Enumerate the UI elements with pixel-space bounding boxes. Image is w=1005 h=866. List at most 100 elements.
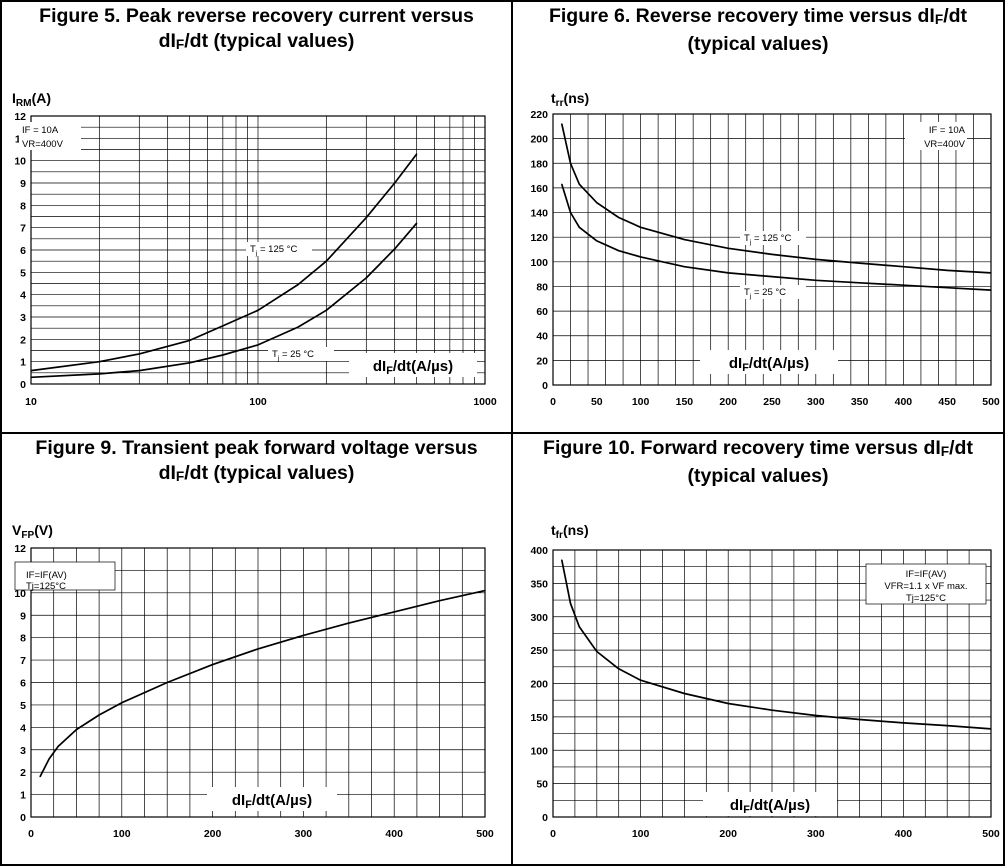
data-point: [859, 718, 861, 721]
series-label: Tj = 125 °C: [744, 233, 791, 246]
data-point: [640, 226, 642, 228]
data-point: [990, 289, 992, 291]
y-tick-label: 9: [20, 178, 26, 190]
data-point: [815, 714, 817, 717]
y-tick-label: 7: [20, 655, 26, 667]
data-point: [859, 262, 861, 264]
x-axis-title: dIF/dt(A/µs): [729, 355, 809, 374]
series-line: [560, 183, 992, 291]
data-point: [138, 353, 140, 355]
series-line: [39, 589, 486, 777]
data-point: [771, 709, 773, 711]
x-tick-label: 0: [550, 828, 556, 840]
y-tick-label: 2: [20, 767, 26, 779]
figure-5-panel: Figure 5. Peak reverse recovery current …: [0, 0, 513, 434]
x-tick-label: 10: [25, 396, 37, 408]
y-tick-label: 120: [530, 232, 548, 244]
conditions-bg: [905, 122, 967, 150]
figure-5-chart: 0123456789101112101001000IRM(A)dIF/dt(A/…: [12, 90, 497, 408]
data-point: [618, 668, 620, 670]
y-tick-label: 3: [20, 312, 26, 324]
condition-note: IF = 10A: [929, 125, 966, 136]
x-axis-title-box: [700, 350, 838, 374]
data-point: [121, 702, 123, 704]
data-point: [569, 602, 572, 604]
data-point: [727, 247, 729, 249]
condition-note: Tj=125°C: [26, 581, 66, 592]
data-point: [297, 284, 299, 286]
data-point: [138, 370, 140, 372]
data-point: [189, 362, 191, 364]
x-tick-label: 100: [249, 396, 267, 408]
y-tick-label: 1: [20, 790, 26, 802]
figure-9-title-line2: dIF/dt (typical values): [158, 462, 355, 485]
data-point: [166, 681, 168, 684]
y-tick-label: 100: [530, 745, 548, 757]
y-tick-label: 0: [542, 812, 548, 824]
series-label-bg: [246, 242, 312, 256]
x-tick-label: 200: [719, 828, 737, 840]
x-axis-title-box: [207, 787, 337, 811]
data-point: [990, 728, 992, 730]
condition-note: VFR=1.1 x VF max.: [884, 581, 967, 592]
y-tick-label: 5: [20, 267, 26, 279]
x-tick-label: 500: [982, 828, 1000, 840]
figure-6-title: Figure 6. Reverse recovery time versus d…: [513, 4, 1003, 57]
y-tick-label: 20: [536, 355, 548, 367]
y-tick-label: 300: [530, 612, 548, 624]
y-tick-label: 10: [14, 588, 26, 600]
data-point: [257, 344, 259, 346]
data-point: [683, 692, 685, 695]
figure-5-title-line1: Figure 5. Peak reverse recovery current …: [39, 5, 474, 27]
data-point: [561, 183, 563, 185]
data-point: [578, 226, 580, 228]
x-tick-label: 100: [113, 828, 131, 840]
grid: [553, 550, 991, 817]
figure-10-chart: 0 50 100 150 200 250 300 350 400 0 100 200 300 400 500…: [530, 522, 1000, 840]
data-point: [618, 216, 620, 219]
data-point: [683, 239, 685, 241]
figure-6-title-line1: Figure 6. Reverse recovery time versus d…: [548, 5, 968, 28]
y-tick-label: 4: [20, 722, 26, 734]
x-tick-label: 100: [632, 828, 650, 840]
x-tick-label: 300: [807, 828, 825, 840]
data-point: [771, 253, 773, 256]
figure-6-chart: 0 20 40 60 80 100 120 140 160 180 200 220 0 50 100 150 2…: [530, 90, 999, 408]
data-point: [596, 202, 598, 204]
data-point: [75, 728, 77, 731]
data-point: [365, 217, 367, 219]
data-point: [416, 153, 418, 155]
data-point: [640, 256, 642, 258]
figure-9-title-line1: Figure 9. Transient peak forward voltage…: [35, 437, 478, 459]
data-point: [98, 361, 100, 363]
figure-10-title-line1: Figure 10. Forward recovery time versus …: [543, 437, 973, 460]
data-point: [815, 279, 817, 281]
x-tick-label: 300: [295, 828, 313, 840]
y-tick-label: 5: [20, 700, 26, 712]
x-tick-label: 1000: [473, 396, 497, 408]
x-tick-label: 0: [550, 396, 556, 408]
y-tick-label: 80: [536, 281, 548, 293]
x-axis-title: dIF/dt(A/µs): [730, 797, 810, 816]
x-tick-label: 300: [807, 396, 825, 408]
y-tick-label: 350: [530, 578, 548, 590]
data-point: [578, 626, 580, 628]
y-tick-label: 140: [530, 208, 548, 220]
x-tick-label: 50: [591, 396, 603, 408]
x-tick-label: 200: [204, 828, 222, 840]
series-label: Tj = 125 °C: [250, 244, 297, 257]
x-axis-title-box: [349, 353, 477, 377]
data-point: [98, 373, 100, 375]
data-point: [257, 309, 259, 311]
data-point: [596, 650, 598, 653]
conditions-bg: [19, 122, 81, 150]
data-point: [727, 272, 729, 274]
data-point: [30, 370, 32, 372]
y-tick-label: 400: [530, 545, 548, 557]
y-tick-label: 0: [20, 379, 26, 391]
plot-frame: [552, 549, 992, 818]
data-point: [569, 211, 572, 214]
y-tick-label: 60: [536, 306, 548, 318]
y-tick-label: 12: [14, 111, 26, 123]
figure-9-chart: 01234567891011120100200300400500VFP(V)dI…: [12, 522, 494, 840]
